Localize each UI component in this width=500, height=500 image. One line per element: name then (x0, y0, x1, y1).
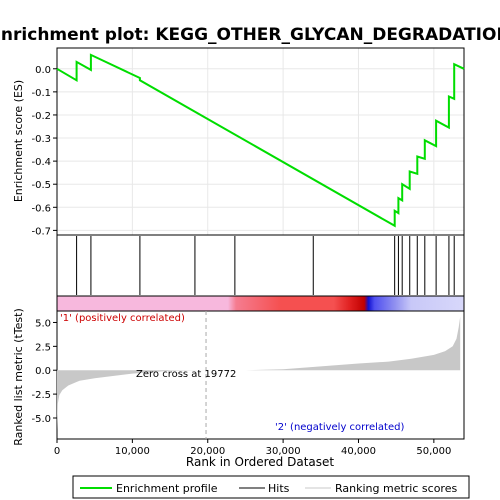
es-gridlines (57, 48, 464, 235)
metric-panel: 5.0 2.5 0.0 -2.5 -5.0 0 10,000 20,000 30,000 40,… (12, 308, 465, 469)
x-tick-label: 40,000 (341, 446, 376, 457)
hits-panel (56, 234, 465, 312)
metric-y-ticks: 5.0 2.5 0.0 -2.5 -5.0 (31, 318, 57, 425)
chart-title: Enrichment plot: KEGG_OTHER_GLYCAN_DEGRA… (0, 25, 500, 45)
x-tick-label: 30,000 (266, 446, 301, 457)
legend-es-label: Enrichment profile (116, 482, 218, 495)
es-y-tick-label: -0.1 (31, 88, 51, 99)
legend-metric-label: Ranking metric scores (335, 482, 457, 495)
es-y-ticks: 0.0 -0.1 -0.2 -0.3 -0.4 -0.5 -0.6 -0.7 (31, 65, 57, 237)
es-y-tick-label: -0.3 (31, 134, 51, 145)
x-tick-label: 0 (54, 446, 60, 457)
x-tick-label: 20,000 (190, 446, 225, 457)
es-panel: 0.0 -0.1 -0.2 -0.3 -0.4 -0.5 -0.6 -0.7 Enrichme… (12, 47, 465, 237)
metric-y-axis-label: Ranked list metric (tTest) (12, 308, 25, 445)
es-y-tick-label: -0.2 (31, 111, 51, 122)
x-axis-label: Rank in Ordered Dataset (186, 455, 334, 469)
metric-y-tick-label: 0.0 (35, 366, 51, 377)
es-y-tick-label: -0.4 (31, 157, 51, 168)
hit-lines (76, 236, 455, 295)
x-tick-label: 10,000 (115, 446, 150, 457)
es-profile-line (56, 53, 465, 228)
metric-area (57, 316, 461, 431)
es-y-axis-label: Enrichment score (ES) (12, 80, 25, 202)
x-tick-label: 50,000 (416, 446, 451, 457)
hits-panel-frame (56, 234, 465, 297)
legend-frame (72, 475, 470, 499)
es-y-tick-label: -0.6 (31, 203, 51, 214)
metric-y-tick-label: -5.0 (31, 414, 51, 425)
positive-correlation-label: '1' (positively correlated) (60, 313, 185, 324)
es-y-tick-label: -0.7 (31, 226, 51, 237)
legend: Enrichment profile Hits Ranking metric s… (72, 475, 470, 499)
es-y-tick-label: -0.5 (31, 180, 51, 191)
negative-correlation-label: '2' (negatively correlated) (275, 422, 404, 433)
metric-x-ticks: 0 10,000 20,000 30,000 40,000 50,000 (54, 439, 451, 457)
ranking-heat-bar (56, 295, 465, 312)
es-y-tick-label: 0.0 (35, 65, 51, 76)
metric-y-tick-label: 5.0 (35, 318, 51, 329)
legend-hits-label: Hits (268, 482, 290, 495)
metric-y-tick-label: 2.5 (35, 342, 51, 353)
zero-cross-annotation: Zero cross at 19772 (136, 369, 236, 380)
metric-y-tick-label: -2.5 (31, 390, 51, 401)
